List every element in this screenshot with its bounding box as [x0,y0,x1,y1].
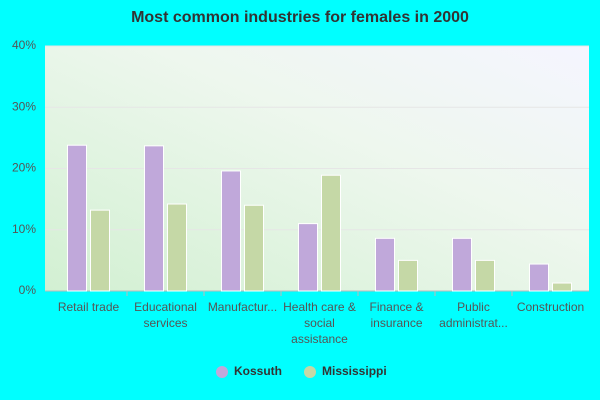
bar [221,170,241,292]
x-tick-label: Construction [516,300,585,314]
bar [90,209,110,292]
bar [475,259,495,292]
y-tick-label: 40% [12,38,36,52]
bar [398,259,418,292]
y-tick-label: 0% [19,283,37,297]
bar [552,282,572,292]
x-tick-label: Public administrat... [439,300,508,330]
legend-label: Kossuth [234,364,282,378]
y-tick-label: 30% [12,99,36,113]
y-tick-label: 10% [12,222,36,236]
bar [244,204,264,292]
bar [321,174,341,292]
x-tick-label: Retail trade [57,300,120,314]
x-tick-label: Finance & insurance [369,300,424,330]
y-tick-label: 20% [12,161,36,175]
bar [167,203,187,292]
bar [529,263,549,292]
legend-label: Mississippi [322,364,387,378]
bar [452,237,472,292]
legend-marker [216,366,228,378]
bar [375,237,395,292]
legend-marker [304,366,316,378]
x-tick-label: Health care & social assistance [283,300,356,346]
bar [144,145,164,292]
chart-title: Most common industries for females in 20… [131,9,469,26]
x-tick-label: Educational services [134,300,197,330]
bar [67,144,87,292]
bar [298,223,318,292]
x-tick-label: Manufactur... [207,300,278,314]
